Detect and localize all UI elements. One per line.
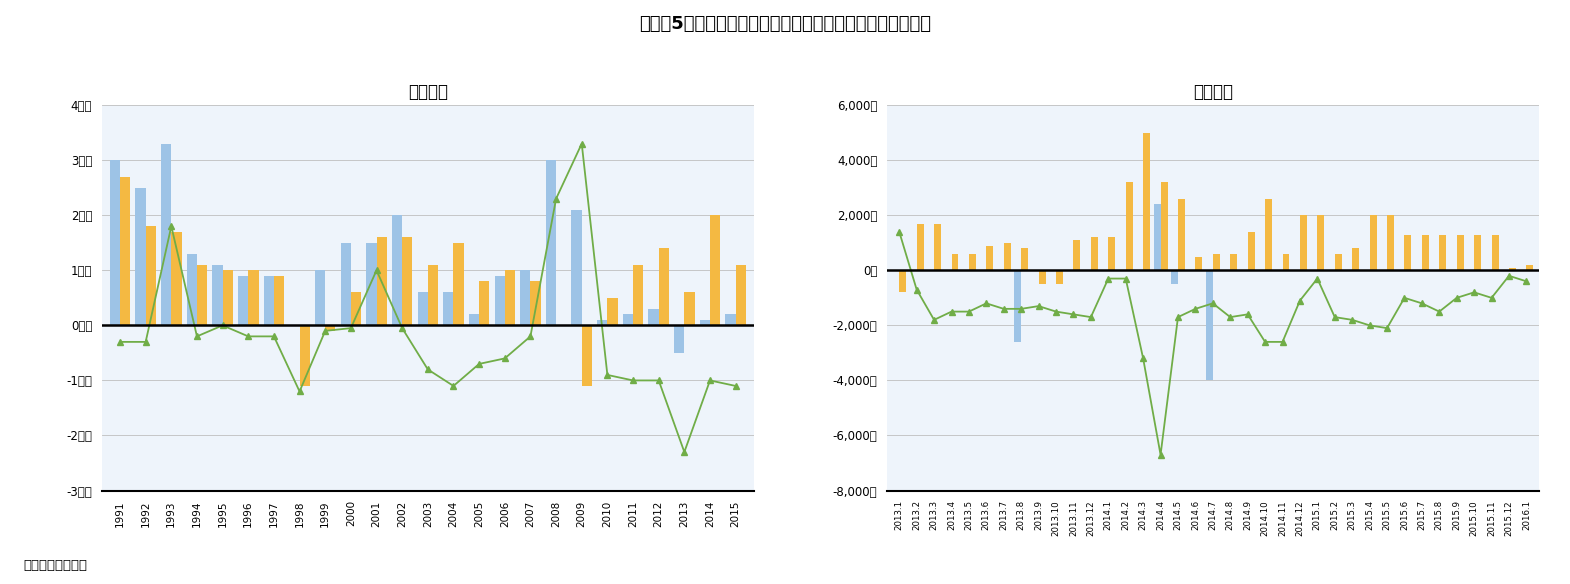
Bar bbox=[366, 243, 377, 325]
Bar bbox=[1386, 215, 1394, 270]
Bar bbox=[402, 237, 413, 325]
Bar bbox=[1108, 237, 1115, 270]
Bar bbox=[1422, 235, 1429, 270]
Bar bbox=[248, 270, 259, 325]
Bar bbox=[110, 160, 119, 325]
Bar bbox=[1369, 215, 1377, 270]
Bar bbox=[571, 210, 582, 325]
Bar bbox=[479, 281, 490, 325]
Bar bbox=[1265, 199, 1272, 270]
Bar bbox=[1154, 204, 1160, 270]
Bar bbox=[685, 293, 694, 325]
Bar bbox=[710, 215, 721, 325]
Bar bbox=[1057, 270, 1063, 284]
Bar bbox=[1212, 254, 1220, 270]
Title: ＜月次＞: ＜月次＞ bbox=[1193, 83, 1232, 101]
Bar bbox=[469, 314, 479, 325]
Bar bbox=[162, 144, 171, 325]
Bar bbox=[1300, 215, 1306, 270]
Bar bbox=[1074, 240, 1080, 270]
Bar bbox=[1039, 270, 1046, 284]
Bar bbox=[1352, 248, 1360, 270]
Bar bbox=[443, 293, 454, 325]
Bar bbox=[1474, 235, 1481, 270]
Bar bbox=[546, 160, 556, 325]
Bar bbox=[674, 325, 685, 353]
Bar bbox=[146, 226, 155, 325]
Bar bbox=[969, 254, 977, 270]
Bar bbox=[1231, 254, 1237, 270]
Bar bbox=[1178, 199, 1185, 270]
Bar bbox=[506, 270, 515, 325]
Bar bbox=[1160, 182, 1168, 270]
Bar bbox=[418, 293, 427, 325]
Bar bbox=[1014, 270, 1020, 342]
Bar bbox=[1317, 215, 1325, 270]
Text: 図表－5　福岡ビジネス地区の購貸オフィス需給面積増加分: 図表－5 福岡ビジネス地区の購貸オフィス需給面積増加分 bbox=[639, 15, 931, 33]
Bar bbox=[392, 215, 402, 325]
Bar bbox=[608, 298, 617, 325]
Bar bbox=[623, 314, 633, 325]
Bar bbox=[1457, 235, 1463, 270]
Bar bbox=[1020, 248, 1028, 270]
Bar bbox=[917, 224, 923, 270]
Bar bbox=[1126, 182, 1132, 270]
Bar bbox=[1195, 256, 1203, 270]
Text: （出所）三鬼商事: （出所）三鬼商事 bbox=[24, 559, 88, 572]
Bar bbox=[1206, 270, 1212, 380]
Bar bbox=[264, 276, 273, 325]
Bar bbox=[1143, 133, 1151, 270]
Bar bbox=[1492, 235, 1498, 270]
Bar bbox=[520, 270, 531, 325]
Bar bbox=[196, 265, 207, 325]
Bar bbox=[1334, 254, 1342, 270]
Bar bbox=[187, 254, 196, 325]
Bar bbox=[582, 325, 592, 386]
Bar bbox=[951, 254, 958, 270]
Bar bbox=[316, 270, 325, 325]
Bar bbox=[1405, 235, 1411, 270]
Bar bbox=[1509, 267, 1517, 270]
Bar bbox=[350, 293, 361, 325]
Bar bbox=[633, 265, 644, 325]
Bar bbox=[1283, 254, 1289, 270]
Bar bbox=[1091, 237, 1097, 270]
Bar bbox=[212, 265, 223, 325]
Bar bbox=[725, 314, 736, 325]
Bar bbox=[736, 265, 746, 325]
Bar bbox=[986, 245, 994, 270]
Bar bbox=[171, 232, 182, 325]
Bar bbox=[900, 270, 906, 293]
Bar bbox=[377, 237, 386, 325]
Bar bbox=[1171, 270, 1178, 284]
Title: ＜年次＞: ＜年次＞ bbox=[408, 83, 447, 101]
Bar bbox=[135, 187, 146, 325]
Bar bbox=[495, 276, 506, 325]
Bar bbox=[427, 265, 438, 325]
Bar bbox=[531, 281, 540, 325]
Bar bbox=[934, 224, 940, 270]
Bar bbox=[325, 325, 336, 331]
Bar bbox=[1248, 232, 1254, 270]
Bar bbox=[1526, 265, 1534, 270]
Bar bbox=[597, 320, 608, 325]
Bar bbox=[239, 276, 248, 325]
Bar bbox=[273, 276, 284, 325]
Bar bbox=[648, 309, 659, 325]
Bar bbox=[454, 243, 463, 325]
Bar bbox=[659, 248, 669, 325]
Bar bbox=[1440, 235, 1446, 270]
Bar bbox=[700, 320, 710, 325]
Bar bbox=[223, 270, 232, 325]
Bar bbox=[341, 243, 350, 325]
Bar bbox=[119, 177, 130, 325]
Bar bbox=[1003, 243, 1011, 270]
Bar bbox=[300, 325, 309, 386]
